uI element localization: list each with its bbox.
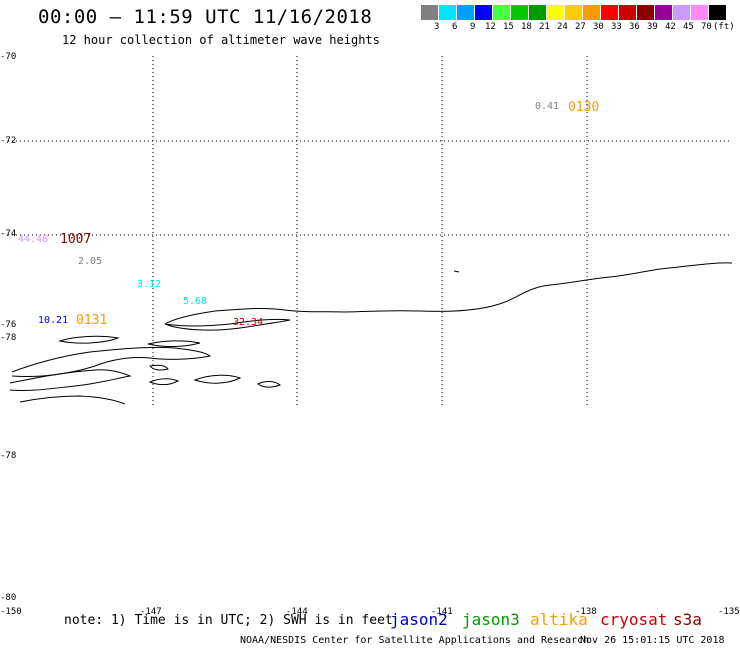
pass-time-observation: 0130	[568, 100, 599, 115]
map-canvas	[0, 0, 740, 650]
latitude-label: -70	[0, 52, 16, 62]
wave-height-observation: 10.21	[38, 315, 68, 326]
graticule-grid	[8, 56, 730, 406]
latitude-label: -72	[0, 136, 16, 146]
longitude-label: -150	[0, 607, 22, 617]
latitude-label: -76	[0, 320, 16, 330]
antarctic-coastline	[10, 263, 732, 404]
latitude-label: -78	[0, 451, 16, 461]
footer-note: note: 1) Time is in UTC; 2) SWH is in fe…	[64, 613, 393, 628]
satellite-legend-jason2: jason2	[390, 610, 448, 629]
wave-height-observation: 0.41	[535, 101, 559, 112]
altimeter-map-page: 00:00 — 11:59 UTC 11/16/2018 12 hour col…	[0, 0, 740, 650]
latitude-label: -78	[0, 333, 16, 343]
wave-height-observation: 5.68	[183, 296, 207, 307]
latitude-label: -74	[0, 229, 16, 239]
wave-height-observation: 2.05	[78, 256, 102, 267]
satellite-legend-jason3: jason3	[462, 610, 520, 629]
wave-height-observation: 32.34	[233, 317, 263, 328]
wave-height-observation: 44.48	[18, 234, 48, 245]
pass-time-observation: 0131	[76, 313, 107, 328]
longitude-label: -135	[718, 607, 740, 617]
satellite-legend-cryosat: cryosat	[600, 610, 667, 629]
generated-timestamp: Nov 26 15:01:15 UTC 2018	[580, 635, 725, 646]
pass-time-observation: 1007	[60, 232, 91, 247]
credit-text: NOAA/NESDIS Center for Satellite Applica…	[240, 635, 589, 646]
satellite-legend-s3a: s3a	[673, 610, 702, 629]
latitude-label: -80	[0, 593, 16, 603]
satellite-legend-altika: altika	[530, 610, 588, 629]
wave-height-observation: 3.12	[137, 279, 161, 290]
